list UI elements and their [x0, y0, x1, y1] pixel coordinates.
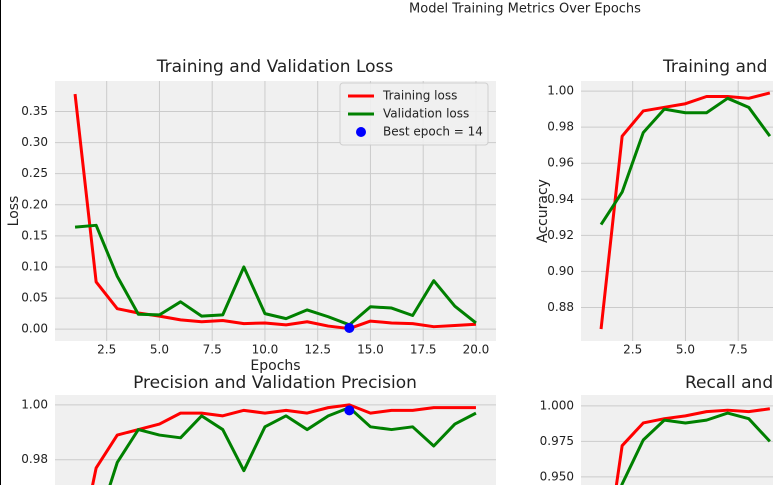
legend-box [339, 82, 489, 146]
y-tick-label: 0.35 [21, 104, 48, 118]
y-tick-label: 0.92 [547, 228, 574, 242]
x-tick-label: 12.5 [304, 343, 331, 357]
best-epoch-point [344, 322, 355, 333]
y-tick-label: 0.98 [547, 120, 574, 134]
series-line [614, 407, 771, 485]
y-tick-label: 0.94 [547, 192, 574, 206]
axes-title: Training and Validation Loss [156, 57, 394, 77]
x-tick-label: 7.5 [203, 343, 222, 357]
y-tick-label: 0.10 [21, 259, 48, 273]
y-tick-label: 0.90 [547, 264, 574, 278]
series-line [91, 403, 476, 485]
x-tick-label: 2.5 [623, 343, 642, 357]
y-tick-label: 0.05 [21, 291, 48, 305]
legend-label: Validation loss [383, 107, 469, 121]
plot-area [73, 93, 477, 333]
y-axis-label: Loss [6, 196, 22, 227]
y-tick-label: 0.25 [21, 166, 48, 180]
axes-title: Recall and [685, 373, 773, 393]
y-tick-label: 0.00 [21, 322, 48, 336]
plot-area [599, 91, 772, 330]
x-tick-label: 15.0 [357, 343, 384, 357]
legend-label: Best epoch = 14 [383, 125, 483, 139]
series-line [108, 406, 477, 485]
figure-title: Model Training Metrics Over Epochs [409, 2, 641, 17]
x-tick-label: 7.5 [729, 343, 748, 357]
plot-area [614, 407, 771, 485]
best-epoch-point [344, 405, 355, 416]
y-tick-label: 0.88 [547, 300, 574, 314]
y-tick-label: 1.00 [547, 84, 574, 98]
series-line [599, 96, 772, 226]
y-tick-label: 0.20 [21, 197, 48, 211]
x-tick-label: 5.0 [150, 343, 169, 357]
y-tick-label: 1.000 [540, 398, 574, 412]
x-tick-label: 2.5 [97, 343, 116, 357]
axes-background [581, 395, 773, 485]
x-tick-label: 5.0 [676, 343, 695, 357]
x-tick-label: 17.5 [410, 343, 437, 357]
y-tick-label: 0.975 [540, 434, 574, 448]
axes-title: Training and [662, 57, 767, 77]
y-tick-label: 1.00 [21, 397, 48, 411]
plot-area [91, 403, 477, 485]
x-axis-label: Epochs [250, 358, 300, 374]
legend-label: Training loss [382, 89, 457, 103]
x-tick-label: 10.0 [252, 343, 279, 357]
y-tick-label: 0.30 [21, 135, 48, 149]
x-tick-label: 20.0 [463, 343, 490, 357]
y-axis-label: Accuracy [535, 179, 551, 243]
series-line [74, 223, 477, 327]
y-tick-label: 0.96 [547, 156, 574, 170]
y-tick-label: 0.15 [21, 228, 48, 242]
y-tick-label: 0.950 [540, 469, 574, 483]
series-line [599, 91, 771, 330]
y-tick-label: 0.98 [21, 452, 48, 466]
axes-title: Precision and Validation Precision [133, 373, 417, 393]
series-line [620, 411, 771, 485]
legend-marker [356, 127, 366, 137]
